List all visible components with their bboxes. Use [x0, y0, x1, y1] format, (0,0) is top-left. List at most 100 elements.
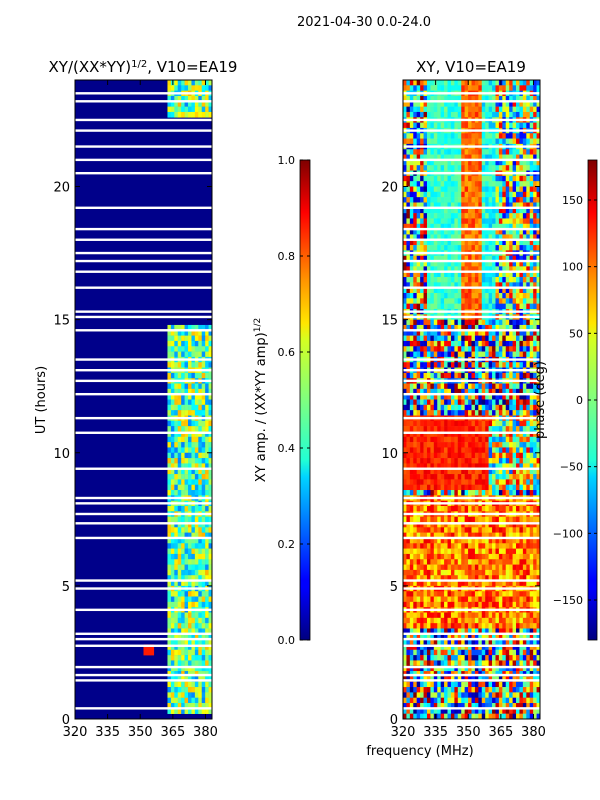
right-heatmap-cell	[526, 298, 531, 304]
right-heatmap-cell	[416, 521, 421, 528]
right-heatmap-cell	[468, 564, 472, 571]
right-heatmap-cell	[420, 420, 424, 427]
right-heatmap-cell	[464, 282, 469, 288]
right-heatmap-cell	[403, 394, 407, 400]
left-heatmap-cell	[181, 612, 185, 619]
right-heatmap-cell	[509, 261, 513, 267]
right-heatmap-cell	[526, 410, 531, 416]
left-heatmap-cell	[177, 479, 182, 486]
right-heatmap-cell	[533, 569, 537, 576]
right-heatmap-cell	[437, 490, 441, 496]
right-heatmap-cell	[430, 255, 435, 262]
right-heatmap-cell	[481, 287, 486, 294]
right-heatmap-cell	[512, 564, 517, 571]
right-heatmap-cell	[409, 101, 414, 107]
right-heatmap-cell	[403, 442, 407, 448]
right-heatmap-cell	[409, 133, 414, 139]
left-heatmap-cell	[177, 106, 182, 113]
left-heatmap-cell	[191, 639, 196, 645]
right-heatmap-cell	[406, 111, 411, 118]
right-heatmap-cell	[433, 527, 438, 533]
right-heatmap-cell	[516, 335, 520, 342]
right-heatmap-cell	[444, 479, 448, 486]
right-heatmap-cell	[468, 181, 472, 187]
right-heatmap-cell	[502, 346, 507, 352]
left-heatmap-cell	[167, 447, 172, 454]
right-heatmap-cell	[492, 468, 496, 475]
right-heatmap-cell	[447, 372, 452, 379]
right-heatmap-cell	[426, 319, 431, 326]
right-heatmap-cell	[464, 149, 469, 155]
right-heatmap-cell	[409, 537, 414, 544]
right-heatmap-cell	[533, 191, 537, 198]
right-heatmap-cell	[481, 388, 486, 395]
left-heatmap-cell	[201, 463, 206, 470]
right-heatmap-cell	[426, 245, 431, 251]
right-heatmap-cell	[522, 133, 527, 139]
right-heatmap-cell	[468, 420, 472, 427]
left-heatmap-cell	[201, 351, 206, 358]
left-heatmap-cell	[208, 649, 212, 656]
right-heatmap-cell	[488, 271, 493, 278]
right-heatmap-cell	[498, 569, 503, 576]
right-heatmap-cell	[413, 474, 417, 480]
right-heatmap-cell	[536, 186, 540, 193]
left-heatmap-cell	[201, 111, 206, 118]
right-heatmap-cell	[502, 351, 507, 358]
right-heatmap-cell	[536, 458, 540, 464]
flagged-row	[75, 608, 212, 612]
right-heatmap-cell	[519, 521, 524, 528]
right-heatmap-cell	[533, 85, 537, 91]
right-heatmap-cell	[420, 458, 424, 464]
left-heatmap-cell	[188, 506, 192, 512]
right-heatmap-cell	[498, 506, 503, 512]
right-heatmap-cell	[430, 553, 435, 560]
flagged-row	[75, 92, 212, 95]
right-heatmap-cell	[512, 298, 517, 304]
right-heatmap-cell	[409, 580, 414, 587]
right-heatmap-cell	[447, 420, 452, 427]
right-heatmap-cell	[471, 101, 476, 107]
right-heatmap-cell	[536, 191, 540, 198]
right-heatmap-cell	[468, 351, 472, 358]
right-heatmap-cell	[526, 346, 531, 352]
left-heatmap-cell	[201, 458, 206, 464]
right-heatmap-cell	[526, 521, 531, 528]
right-heatmap-cell	[481, 340, 486, 347]
right-heatmap-cell	[457, 388, 462, 395]
right-heatmap-cell	[413, 362, 417, 368]
right-heatmap-cell	[485, 122, 489, 129]
right-heatmap-cell	[502, 261, 507, 267]
right-heatmap-cell	[505, 372, 510, 379]
right-heatmap-cell	[498, 287, 503, 294]
left-heatmap-cell	[188, 490, 192, 496]
right-heatmap-cell	[440, 516, 445, 523]
right-heatmap-cell	[512, 543, 517, 549]
right-heatmap-cell	[444, 410, 448, 416]
right-heatmap-cell	[444, 138, 448, 145]
right-heatmap-cell	[423, 271, 428, 278]
right-heatmap-cell	[468, 340, 472, 347]
left-heatmap-cell	[184, 649, 189, 656]
right-heatmap-cell	[444, 543, 448, 549]
right-heatmap-cell	[437, 431, 441, 438]
right-heatmap-cell	[536, 319, 540, 326]
right-heatmap-cell	[488, 431, 493, 438]
right-heatmap-cell	[505, 575, 510, 581]
right-heatmap-cell	[447, 521, 452, 528]
right-heatmap-cell	[509, 298, 513, 304]
right-heatmap-cell	[492, 149, 496, 155]
right-heatmap-cell	[430, 245, 435, 251]
right-heatmap-cell	[502, 436, 507, 443]
right-heatmap-cell	[406, 575, 411, 581]
right-heatmap-cell	[433, 266, 438, 273]
right-heatmap-cell	[498, 245, 503, 251]
right-heatmap-cell	[492, 207, 496, 214]
right-heatmap-cell	[481, 575, 486, 581]
right-heatmap-cell	[426, 521, 431, 528]
right-heatmap-cell	[471, 399, 476, 406]
left-heatmap-cell	[201, 399, 206, 406]
right-heatmap-cell	[536, 95, 540, 102]
right-heatmap-cell	[509, 223, 513, 230]
right-heatmap-cell	[430, 410, 435, 416]
